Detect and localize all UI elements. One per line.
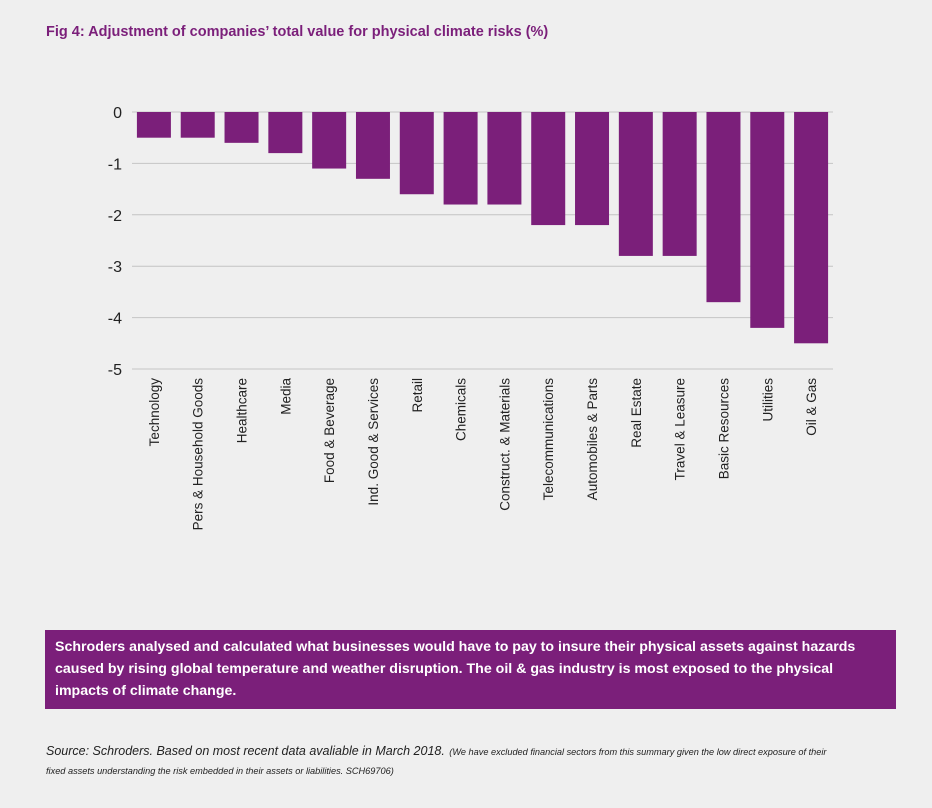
summary-callout: Schroders analysed and calculated what b… [45, 630, 896, 709]
y-tick-label: -1 [108, 156, 122, 173]
x-tick-label: Pers & Household Goods [191, 378, 206, 531]
y-tick-label: -4 [108, 311, 122, 328]
bar [662, 112, 697, 256]
y-tick-label: 0 [113, 105, 122, 122]
bar [794, 112, 829, 344]
x-tick-label: Media [278, 378, 293, 415]
x-tick-label: Real Estate [629, 378, 644, 448]
x-tick-label: Healthcare [235, 378, 250, 443]
bar [750, 112, 785, 328]
source-footnote: (We have excluded financial sectors from… [46, 747, 827, 776]
x-tick-label: Utilities [760, 378, 775, 422]
bars [136, 112, 829, 344]
bar [180, 112, 215, 138]
x-tick-label: Construct. & Materials [497, 378, 512, 511]
bar [575, 112, 610, 226]
bar [443, 112, 478, 205]
bar [531, 112, 566, 226]
bar [355, 112, 390, 179]
bar [487, 112, 522, 205]
y-tick-label: -2 [108, 208, 122, 225]
bar [136, 112, 171, 138]
chart-title: Fig 4: Adjustment of companies’ total va… [46, 24, 549, 40]
bar-chart: 0 -1 -2 -3 -4 -5 Technology Pers & Household G… [108, 105, 833, 531]
x-tick-label: Basic Resources [716, 378, 731, 480]
bar [312, 112, 347, 169]
bar [618, 112, 653, 256]
callout-text: Schroders analysed and calculated what b… [55, 639, 856, 699]
x-tick-label: Automobiles & Parts [585, 378, 600, 501]
source-note: Source: Schroders. Based on most recent … [46, 742, 846, 780]
source-main: Source: Schroders. Based on most recent … [46, 744, 445, 758]
bar [399, 112, 434, 195]
y-axis-ticks: 0 -1 -2 -3 -4 -5 [108, 105, 122, 379]
x-tick-label: Technology [147, 378, 162, 447]
x-tick-label: Retail [410, 378, 425, 413]
y-tick-label: -3 [108, 259, 122, 276]
y-tick-label: -5 [108, 362, 122, 379]
x-tick-label: Chemicals [454, 378, 469, 441]
x-tick-label: Ind. Good & Services [366, 378, 381, 506]
x-axis-labels: Technology Pers & Household Goods Healthca… [147, 378, 819, 531]
bar [706, 112, 741, 303]
x-tick-label: Oil & Gas [804, 378, 819, 436]
x-tick-label: Food & Beverage [322, 378, 337, 483]
bar [224, 112, 259, 143]
x-tick-label: Telecommunications [541, 378, 556, 501]
x-tick-label: Travel & Leasure [673, 378, 688, 480]
bar [268, 112, 303, 154]
